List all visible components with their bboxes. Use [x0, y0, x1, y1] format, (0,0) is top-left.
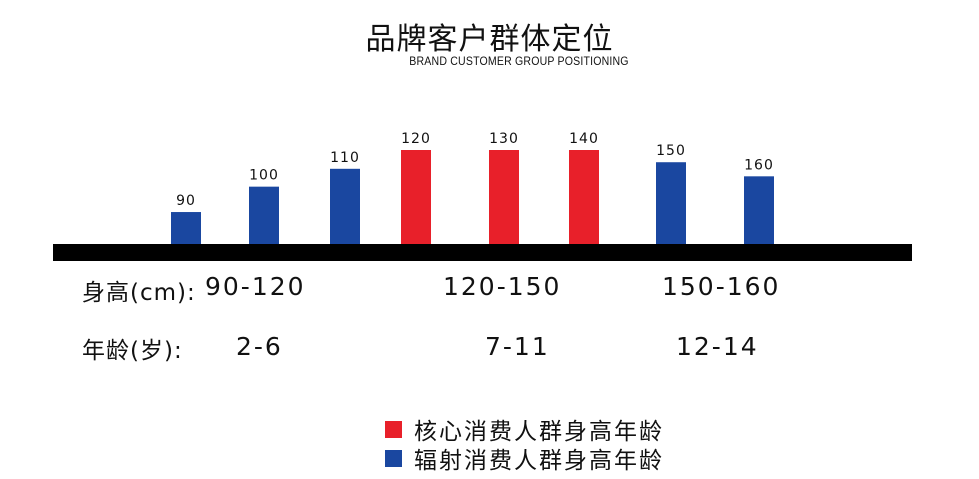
chart-title: 品牌客户群体定位 — [365, 22, 614, 57]
bar-90 — [171, 212, 201, 244]
age-range-1: 2-6 — [236, 332, 283, 361]
height-range-1: 90-120 — [205, 272, 306, 301]
legend-swatch-core — [385, 420, 402, 438]
bar-label-160: 160 — [744, 157, 774, 173]
bar-label-150: 150 — [656, 143, 686, 159]
bar-label-100: 100 — [249, 168, 279, 184]
bar-label-90: 90 — [176, 193, 196, 209]
bar-label-120: 120 — [401, 131, 431, 147]
bar-150 — [656, 162, 686, 244]
bar-140 — [569, 150, 599, 244]
height-row-label: 身高(cm): — [82, 280, 196, 306]
bar-160 — [744, 176, 774, 244]
baseline-bar — [53, 244, 912, 261]
bar-120 — [401, 150, 431, 244]
legend-item-radiant: 辐射消费人群身高年龄 — [385, 441, 664, 475]
age-range-3: 12-14 — [676, 332, 759, 361]
age-row-label: 年龄(岁): — [82, 338, 183, 364]
legend-swatch-radiant — [385, 449, 402, 467]
bar-label-130: 130 — [489, 131, 519, 147]
legend-item-core: 核心消费人群身高年龄 — [385, 412, 664, 446]
bar-label-140: 140 — [569, 131, 599, 147]
legend-label-core: 核心消费人群身高年龄 — [414, 419, 664, 445]
chart-subtitle: BRAND CUSTOMER GROUP POSITIONING — [409, 54, 629, 68]
bar-130 — [489, 150, 519, 244]
age-range-2: 7-11 — [485, 332, 550, 361]
legend-label-radiant: 辐射消费人群身高年龄 — [414, 448, 664, 474]
bar-100 — [249, 186, 279, 244]
bar-label-110: 110 — [330, 150, 360, 166]
height-range-2: 120-150 — [443, 272, 562, 301]
height-range-3: 150-160 — [662, 272, 781, 301]
bar-110 — [330, 168, 360, 244]
